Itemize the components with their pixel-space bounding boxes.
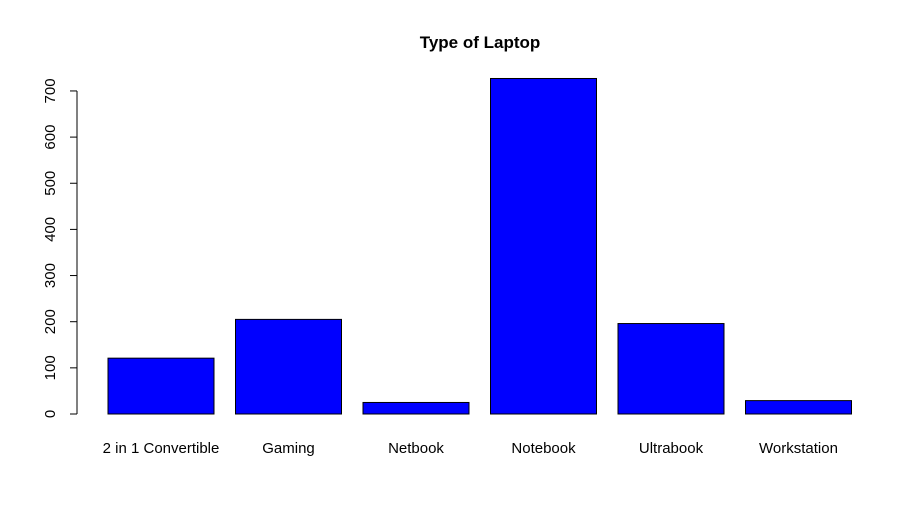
y-tick-label: 100 — [42, 355, 59, 380]
x-tick-label: 2 in 1 Convertible — [103, 440, 220, 457]
y-tick-label: 700 — [42, 78, 59, 103]
x-tick-label: Notebook — [511, 440, 576, 457]
y-tick-label: 400 — [42, 217, 59, 242]
y-tick-label: 600 — [42, 125, 59, 150]
x-tick-label: Ultrabook — [639, 440, 704, 457]
y-axis: 0 100 200 300 400 500 600 700 — [42, 78, 78, 418]
bar-2-in-1-convertible — [107, 357, 215, 415]
bar-ultrabook — [617, 323, 725, 415]
x-tick-label: Netbook — [388, 440, 444, 457]
y-tick-label: 500 — [42, 171, 59, 196]
bar-gaming — [235, 318, 342, 415]
y-tick-label: 300 — [42, 263, 59, 288]
x-axis-labels: 2 in 1 Convertible Gaming Netbook Notebook U… — [103, 440, 838, 457]
bar-netbook — [362, 401, 470, 415]
bars-group — [107, 77, 852, 415]
bar-workstation — [745, 400, 852, 415]
bar-notebook — [490, 77, 597, 415]
x-tick-label: Workstation — [759, 440, 838, 457]
chart-title: Type of Laptop — [420, 33, 541, 52]
y-tick-label: 0 — [42, 410, 59, 418]
y-tick-label: 200 — [42, 309, 59, 334]
x-tick-label: Gaming — [262, 440, 315, 457]
